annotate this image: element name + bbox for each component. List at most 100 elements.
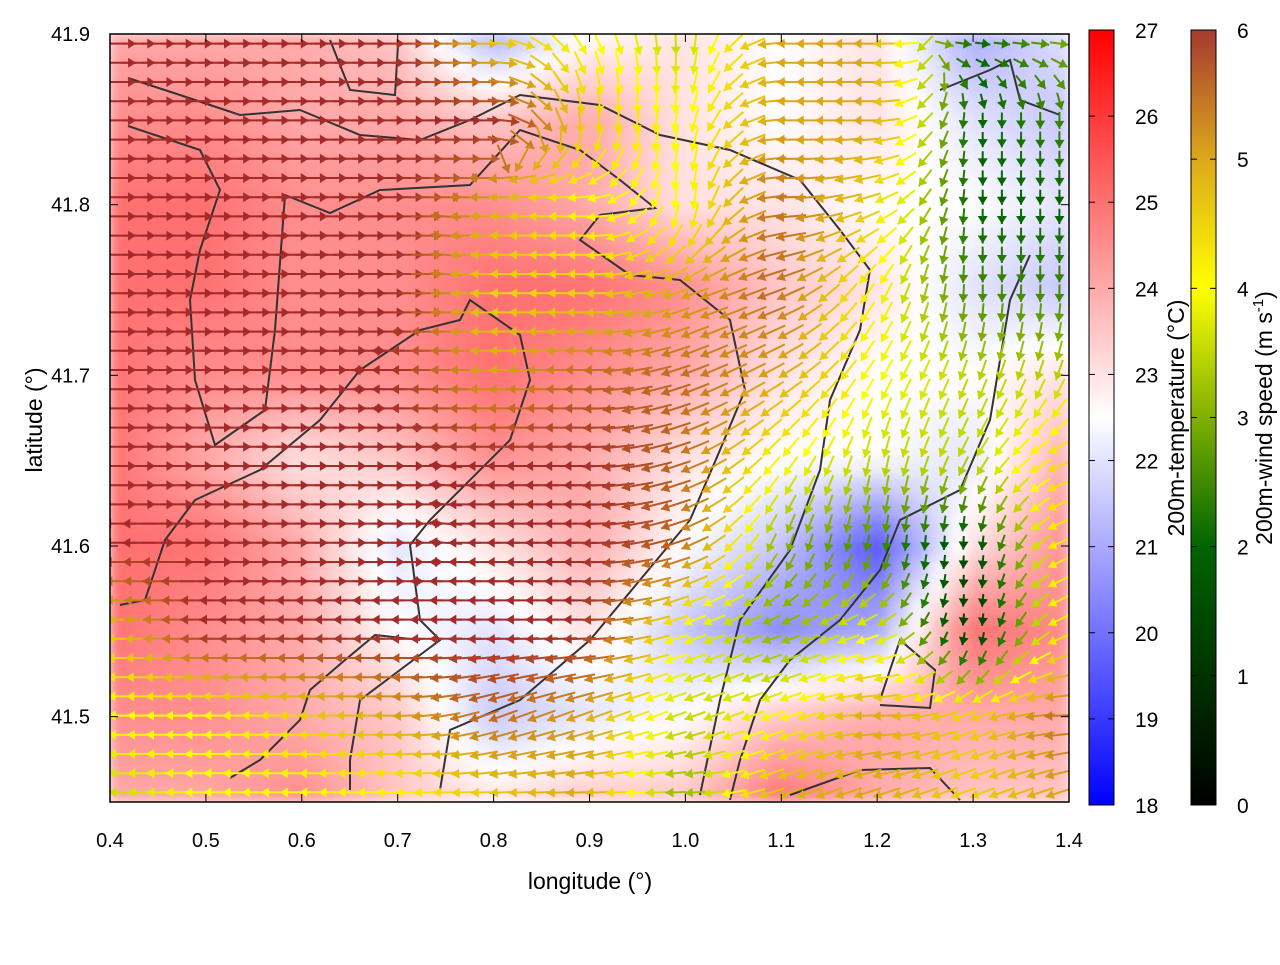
temperature-cell [469, 498, 491, 520]
colorbar-tick-label: 19 [1135, 709, 1158, 732]
temperature-cell [529, 336, 551, 358]
temperature-cell [688, 195, 710, 217]
temperature-cell [509, 296, 531, 318]
temperature-cell [628, 94, 650, 116]
temperature-cell [469, 740, 491, 762]
temperature-cell [469, 356, 491, 378]
temperature-cell [449, 53, 471, 75]
temperature-cell [309, 740, 331, 762]
temperature-cell [968, 94, 990, 116]
temperature-cell [229, 356, 251, 378]
temperature-cell [269, 478, 291, 500]
temperature-cell [569, 53, 591, 75]
temperature-cell [229, 316, 251, 338]
plot-area [103, 32, 1074, 803]
temperature-cell [988, 255, 1010, 277]
temperature-cell [249, 457, 271, 479]
temperature-cell [129, 720, 151, 742]
temperature-cell [289, 114, 311, 136]
temperature-cell [948, 639, 970, 661]
temperature-cell [668, 215, 690, 237]
temperature-cell [309, 94, 331, 116]
temperature-cell [1028, 619, 1050, 641]
temperature-cell [369, 356, 391, 378]
temperature-cell [249, 316, 271, 338]
temperature-cell [1008, 558, 1030, 580]
temperature-cell [469, 276, 491, 298]
y-tick-label: 41.5 [51, 707, 90, 729]
colorbar-tick-label: 24 [1135, 278, 1159, 301]
temperature-cell [109, 154, 131, 176]
temperature-cell [429, 73, 451, 95]
temperature-cell [389, 498, 411, 520]
temperature-cell [289, 316, 311, 338]
temperature-cell [489, 114, 511, 136]
temperature-cell [469, 336, 491, 358]
temperature-cell [109, 114, 131, 136]
temperature-cell [928, 518, 950, 540]
temperature-cell [269, 680, 291, 702]
y-tick-label: 41.7 [51, 365, 90, 387]
temperature-cell [269, 377, 291, 399]
temperature-cell [289, 478, 311, 500]
temperature-cell [449, 336, 471, 358]
temperature-cell [489, 336, 511, 358]
temperature-cell [589, 498, 611, 520]
temperature-cell [449, 94, 471, 116]
temperature-cell [229, 599, 251, 621]
temperature-cell [249, 73, 271, 95]
temperature-cell [908, 397, 930, 419]
temperature-cell [648, 33, 670, 55]
temperature-cell [109, 53, 131, 75]
temperature-cell [289, 457, 311, 479]
temperature-cell [309, 478, 331, 500]
colorbar-tick-label: 22 [1135, 451, 1158, 474]
temperature-cell [309, 154, 331, 176]
temperature-cell [309, 457, 331, 479]
temperature-cell [569, 478, 591, 500]
temperature-cell [269, 518, 291, 540]
temperature-cell [109, 94, 131, 116]
temperature-cell [229, 660, 251, 682]
temperature-cell [808, 437, 830, 459]
temperature-cell [409, 356, 431, 378]
temperature-cell [209, 599, 231, 621]
temperature-cell [109, 134, 131, 156]
temperature-cell [449, 73, 471, 95]
temperature-cell [289, 73, 311, 95]
colorbar-tick-label: 25 [1135, 192, 1158, 215]
temperature-cell [928, 195, 950, 217]
temperature-cell [309, 538, 331, 560]
temperature-cell [429, 296, 451, 318]
temperature-cell [469, 114, 491, 136]
temperature-cell [249, 518, 271, 540]
temperature-cell [1028, 498, 1050, 520]
temperature-cell [129, 538, 151, 560]
temperature-cell [469, 316, 491, 338]
temperature-cell [409, 336, 431, 358]
temperature-cell [329, 740, 351, 762]
wind-label-main: 200m-wind speed (m s [1251, 312, 1277, 545]
colorbar-tick-label: 4 [1237, 278, 1249, 301]
x-tick-label: 1.0 [671, 830, 699, 852]
temperature-cell [289, 538, 311, 560]
temperature-cell [289, 761, 311, 783]
temperature-cell [309, 73, 331, 95]
temperature-cell [788, 94, 810, 116]
wind-colorbar-label: 200m-wind speed (m s-1) [1250, 291, 1277, 545]
temperature-cell [928, 276, 950, 298]
temperature-cell [648, 73, 670, 95]
temperature-cell [469, 134, 491, 156]
temperature-cell [868, 114, 890, 136]
temperature-cell [668, 174, 690, 196]
temperature-cell [968, 154, 990, 176]
temperature-cell [389, 599, 411, 621]
temperature-cell [828, 94, 850, 116]
temperature-cell [449, 377, 471, 399]
temperature-cell [429, 134, 451, 156]
temperature-cell [269, 316, 291, 338]
x-tick-label: 0.8 [480, 830, 508, 852]
temperature-cell [289, 336, 311, 358]
temperature-cell [409, 73, 431, 95]
temperature-cell [329, 720, 351, 742]
